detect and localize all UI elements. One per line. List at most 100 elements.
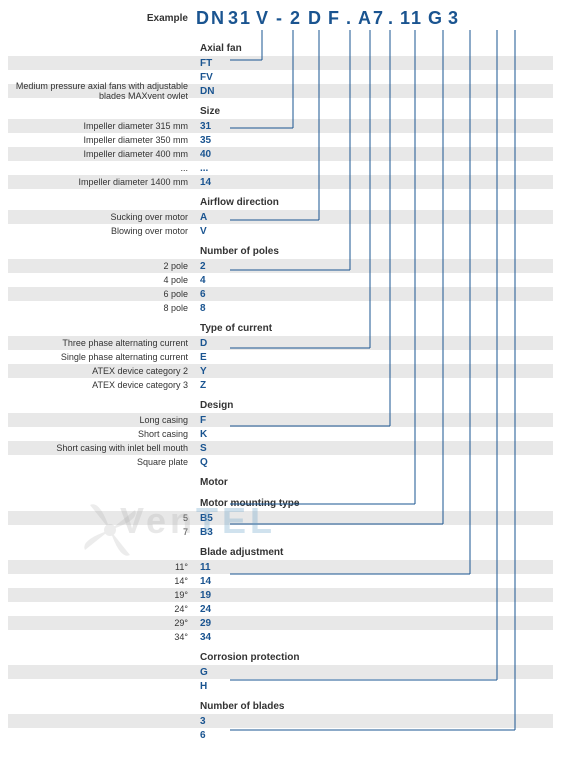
table-row: ATEX device category 3Z [8,378,553,392]
section-header: Number of poles [196,244,553,259]
row-code: 24 [196,604,220,615]
example-label: Example [8,13,196,24]
row-label: Three phase alternating current [8,338,196,348]
code-part-0: DN [196,8,228,29]
row-label: 11° [8,562,196,572]
row-code: 34 [196,632,220,643]
table-row: 7B3 [8,525,553,539]
table-row: 4 pole4 [8,273,553,287]
row-code: B3 [196,527,220,538]
table-row: ATEX device category 2Y [8,364,553,378]
table-row: Short casingK [8,427,553,441]
section-header: Design [196,398,553,413]
table-row: 29°29 [8,616,553,630]
section-header: Corrosion protection [196,650,553,665]
section-header: Type of current [196,321,553,336]
row-label: Impeller diameter 1400 mm [8,177,196,187]
row-label: 4 pole [8,275,196,285]
row-label: ATEX device category 2 [8,366,196,376]
row-label: 19° [8,590,196,600]
row-label: ... [8,163,196,173]
row-label: ATEX device category 3 [8,380,196,390]
row-code: G [196,667,220,678]
row-code: S [196,443,220,454]
row-code: 35 [196,135,220,146]
table-row: Long casingF [8,413,553,427]
code-part-9: . [388,8,400,29]
code-part-1: 31 [228,8,256,29]
row-code: DN [196,86,220,97]
row-label: Medium pressure axial fans with adjustab… [8,81,196,101]
row-label: 5 [8,513,196,523]
section-header: Airflow direction [196,195,553,210]
section: SizeImpeller diameter 315 mm31Impeller d… [8,104,553,189]
row-label: Short casing [8,429,196,439]
row-label: Impeller diameter 350 mm [8,135,196,145]
row-label: Sucking over motor [8,212,196,222]
section: Motor [8,475,553,490]
section: Type of currentThree phase alternating c… [8,321,553,392]
row-code: Z [196,380,220,391]
row-code: 14 [196,177,220,188]
row-code: 2 [196,261,220,272]
section-header: Motor [196,475,553,490]
row-code: ... [196,163,220,174]
row-label: 7 [8,527,196,537]
code-part-3: - [276,8,290,29]
table-row: Square plateQ [8,455,553,469]
row-label: 2 pole [8,261,196,271]
section-header: Blade adjustment [196,545,553,560]
row-code: 6 [196,289,220,300]
code-part-10: 11 [400,8,428,29]
row-label: 29° [8,618,196,628]
row-code: 6 [196,730,220,741]
row-code: Q [196,457,220,468]
row-code: B5 [196,513,220,524]
section-header: Number of blades [196,699,553,714]
row-code: FV [196,72,220,83]
table-row: H [8,679,553,693]
row-label: Long casing [8,415,196,425]
row-code: 29 [196,618,220,629]
row-code: E [196,352,220,363]
table-row: 34°34 [8,630,553,644]
row-label: Impeller diameter 315 mm [8,121,196,131]
table-row: 2 pole2 [8,259,553,273]
section: Airflow directionSucking over motorABlow… [8,195,553,238]
row-code: F [196,415,220,426]
section-header: Axial fan [196,41,553,56]
row-label: 34° [8,632,196,642]
table-row: 8 pole8 [8,301,553,315]
table-row: 3 [8,714,553,728]
row-label: Single phase alternating current [8,352,196,362]
row-label: Impeller diameter 400 mm [8,149,196,159]
section: Axial fan FT FVMedium pressure axial fans … [8,41,553,98]
table-row: 6 [8,728,553,742]
table-row: Three phase alternating currentD [8,336,553,350]
row-label: 24° [8,604,196,614]
row-code: 11 [196,562,220,573]
row-code: A [196,212,220,223]
table-row: Impeller diameter 350 mm35 [8,133,553,147]
code-part-7: . [346,8,358,29]
table-row: FT [8,56,553,70]
example-code: DN 31 V - 2 D F . A7 . 11 G 3 [196,8,462,29]
row-code: D [196,338,220,349]
table-row: 14°14 [8,574,553,588]
row-code: 8 [196,303,220,314]
section: Motor mounting type5B57B3 [8,496,553,539]
code-part-5: D [308,8,328,29]
row-label: 14° [8,576,196,586]
section-header: Size [196,104,553,119]
section: Number of poles2 pole24 pole46 pole68 po… [8,244,553,315]
section: Number of blades3 6 [8,699,553,742]
table-row: 11°11 [8,560,553,574]
sections-container: Axial fanFTFVMedium pressure axial fans … [8,41,553,742]
table-row: Impeller diameter 1400 mm14 [8,175,553,189]
code-part-11: G [428,8,448,29]
table-row: Sucking over motorA [8,210,553,224]
table-row: 24°24 [8,602,553,616]
row-code: FT [196,58,220,69]
row-code: V [196,226,220,237]
row-code: 19 [196,590,220,601]
